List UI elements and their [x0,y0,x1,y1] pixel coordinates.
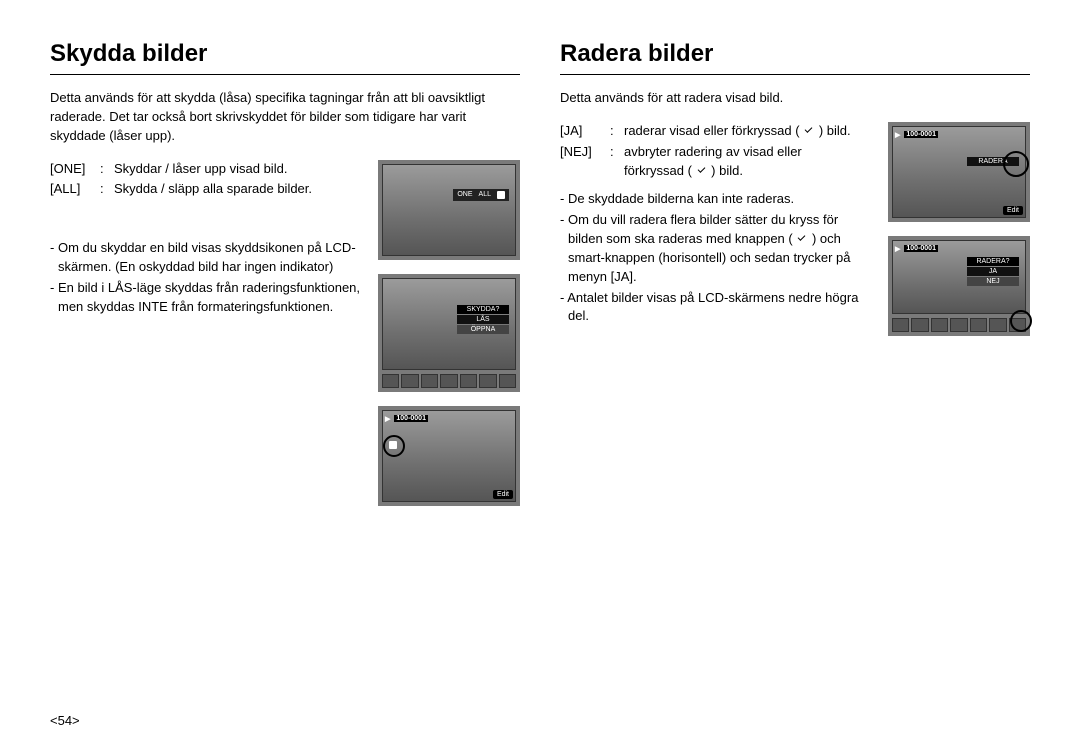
all-label: ALL [479,191,491,198]
menu-item: ÖPPNA [457,325,509,334]
bullet-item: Om du vill radera flera bilder sätter du… [560,211,864,286]
key-label: [JA] [560,122,604,141]
check-icon [696,163,708,175]
lcd-photo: SKYDDA? LÅS ÖPPNA [382,278,516,370]
key-text: avbryter radering av visad eller förkrys… [624,143,864,181]
filmstrip-cell [479,374,496,388]
left-key-list: [ONE] : Skyddar / låser upp visad bild. … [50,160,364,200]
key-text: raderar visad eller förkryssad ( ) bild. [624,122,864,141]
key-label: [ALL] [50,180,94,199]
lock-icon [497,191,505,199]
menu-item: NEJ [967,277,1019,286]
play-icon: ▶ [385,415,390,423]
lcd-photo: ▶ 100-0001 RADERA Edit [892,126,1026,218]
play-icon: ▶ [895,245,900,253]
lcd-screenshot-delete-select: ▶ 100-0001 RADERA Edit [888,122,1030,222]
left-title: Skydda bilder [50,40,520,75]
file-number: 100-0001 [394,415,428,422]
lcd-topbar: ▶ 100-0001 [895,243,1023,255]
filmstrip-cell [401,374,418,388]
text-part: ) bild. [819,123,851,138]
right-row-1: [JA] : raderar visad eller förkryssad ( … [560,122,1030,336]
file-number: 100-0001 [904,245,938,252]
filmstrip [892,318,1026,332]
bullet-item: De skyddade bilderna kan inte raderas. [560,190,864,209]
key-colon: : [610,143,618,181]
key-row: [ALL] : Skydda / släpp alla sparade bild… [50,180,364,199]
menu-item: JA [967,267,1019,276]
lcd-screenshot-protected: ▶ 100-0001 Edit [378,406,520,506]
bullet-item: Antalet bilder visas på LCD-skärmens ned… [560,289,864,327]
menu-title: RADERA? [967,257,1019,266]
highlight-circle [1003,151,1029,177]
filmstrip-cell [421,374,438,388]
filmstrip-cell [499,374,516,388]
protect-menu: SKYDDA? LÅS ÖPPNA [457,305,509,335]
key-colon: : [610,122,618,141]
filmstrip-cell [970,318,987,332]
left-column: Skydda bilder Detta används för att skyd… [50,40,520,514]
left-row-1-text: [ONE] : Skyddar / låser upp visad bild. … [50,160,364,506]
right-bullets: De skyddade bilderna kan inte raderas. O… [560,190,864,326]
check-icon [796,231,808,243]
right-title: Radera bilder [560,40,1030,75]
left-bullets: Om du skyddar en bild visas skyddsikonen… [50,239,364,316]
filmstrip-cell [440,374,457,388]
key-text: Skydda / släpp alla sparade bilder. [114,180,364,199]
one-all-bar: ONE ALL [453,189,509,201]
key-row: [NEJ] : avbryter radering av visad eller… [560,143,864,181]
left-lcd-stack: ONE ALL SKYDDA? LÅS ÖPPNA [378,160,520,506]
bullet-item: En bild i LÅS-läge skyddas från radering… [50,279,364,317]
text-part: raderar visad eller förkryssad ( [624,123,800,138]
key-label: [NEJ] [560,143,604,181]
left-intro: Detta används för att skydda (låsa) spec… [50,89,520,146]
filmstrip-cell [892,318,909,332]
menu-item: LÅS [457,315,509,324]
highlight-circle [1010,310,1032,332]
filmstrip-cell [911,318,928,332]
right-column: Radera bilder Detta används för att rade… [560,40,1030,514]
file-number: 100-0001 [904,131,938,138]
bullet-item: Om du skyddar en bild visas skyddsikonen… [50,239,364,277]
key-row: [JA] : raderar visad eller förkryssad ( … [560,122,864,141]
right-lcd-stack: ▶ 100-0001 RADERA Edit ▶ [888,122,1030,336]
one-label: ONE [457,191,472,198]
delete-confirm-menu: RADERA? JA NEJ [967,257,1019,287]
right-row-1-text: [JA] : raderar visad eller förkryssad ( … [560,122,864,336]
edit-badge: Edit [1003,206,1023,215]
left-row-1: [ONE] : Skyddar / låser upp visad bild. … [50,160,520,506]
two-column-layout: Skydda bilder Detta används för att skyd… [50,40,1030,514]
lcd-photo: ▶ 100-0001 RADERA? JA NEJ [892,240,1026,314]
filmstrip-cell [950,318,967,332]
lcd-photo: ONE ALL [382,164,516,256]
key-colon: : [100,180,108,199]
lcd-screenshot-protect-menu: SKYDDA? LÅS ÖPPNA [378,274,520,392]
key-text: Skyddar / låser upp visad bild. [114,160,364,179]
lcd-photo: ▶ 100-0001 Edit [382,410,516,502]
lcd-screenshot-one-all: ONE ALL [378,160,520,260]
menu-title: SKYDDA? [457,305,509,314]
right-key-list: [JA] : raderar visad eller förkryssad ( … [560,122,864,181]
filmstrip-cell [989,318,1006,332]
key-colon: : [100,160,108,179]
text-part: ) bild. [711,163,743,178]
filmstrip-cell [931,318,948,332]
right-intro: Detta används för att radera visad bild. [560,89,1030,108]
check-icon [803,123,815,135]
lcd-topbar: ▶ 100-0001 [895,129,1023,141]
filmstrip-cell [382,374,399,388]
page-number: <54> [50,713,80,728]
key-row: [ONE] : Skyddar / låser upp visad bild. [50,160,364,179]
highlight-circle [383,435,405,457]
edit-badge: Edit [493,490,513,499]
play-icon: ▶ [895,131,900,139]
lcd-screenshot-delete-confirm: ▶ 100-0001 RADERA? JA NEJ [888,236,1030,336]
filmstrip-cell [460,374,477,388]
key-label: [ONE] [50,160,94,179]
filmstrip [382,374,516,388]
lcd-topbar: ▶ 100-0001 [385,413,513,425]
